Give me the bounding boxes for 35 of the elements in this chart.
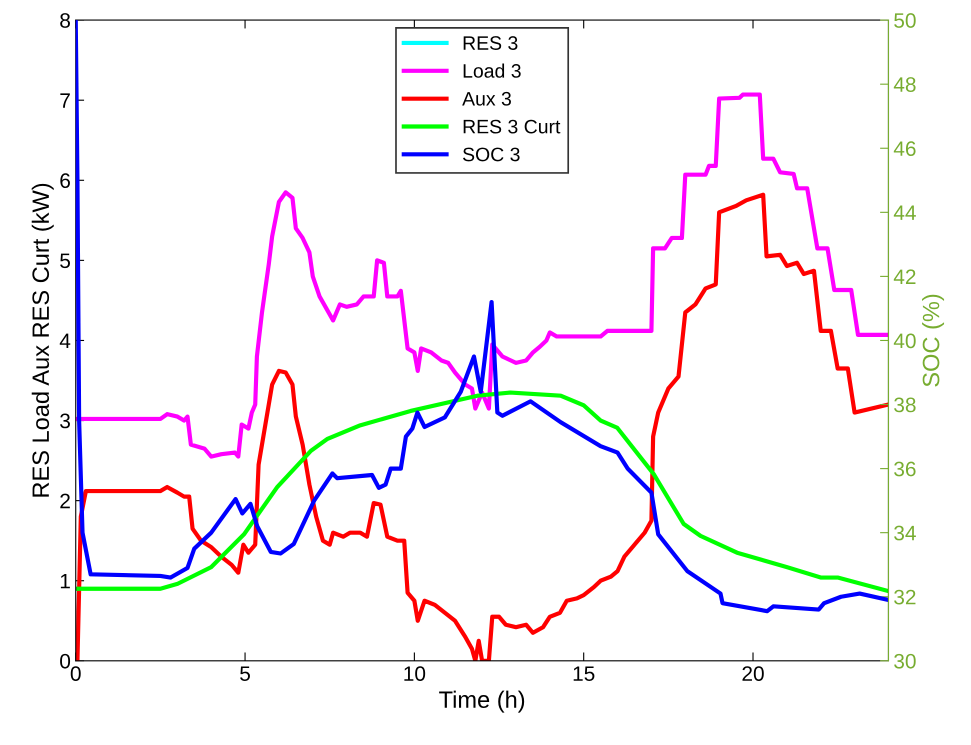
y-tick-label: 3 — [60, 414, 70, 428]
x-tick-label: 10 — [404, 666, 426, 681]
y2-tick-label: 44 — [894, 206, 916, 220]
legend-label: Aux 3 — [462, 92, 511, 106]
x-tick-label: 15 — [574, 666, 594, 681]
y-tick-label: 2 — [60, 494, 70, 508]
y2-tick-label: 48 — [894, 77, 916, 92]
legend-label: RES 3 — [464, 36, 518, 50]
y2-tick-label: 34 — [894, 526, 916, 540]
x-tick-label: 5 — [240, 666, 250, 681]
y-tick-label: 0 — [60, 654, 70, 669]
line-series — [76, 92, 888, 459]
y-tick-label: 6 — [60, 173, 70, 188]
y-tick-label: 4 — [60, 334, 70, 348]
legend-label: SOC 3 — [462, 148, 520, 162]
y2-tick-label: 46 — [894, 141, 916, 156]
legend-label: Load 3 — [464, 64, 521, 78]
line-series — [76, 390, 888, 594]
y2-tick-label: 50 — [894, 13, 916, 28]
y2-tick-label: 40 — [894, 333, 916, 348]
y2-axis-title: SOC (%) — [922, 294, 944, 387]
y2-tick-label: 42 — [894, 269, 916, 284]
y-tick-label: 7 — [60, 93, 70, 108]
y-tick-label: 5 — [60, 254, 70, 268]
y2-tick-label: 30 — [894, 654, 916, 669]
y-tick-label: 8 — [60, 13, 70, 28]
y2-tick-label: 36 — [894, 462, 916, 476]
y2-tick-label: 38 — [894, 398, 916, 412]
y-tick-label: 1 — [60, 574, 70, 588]
x-axis-title: Time (h) — [439, 690, 524, 713]
y2-tick-label: 32 — [894, 590, 916, 604]
x-tick-label: 0 — [70, 666, 81, 681]
y-axis-title: RES Load Aux RES Curt (kW) — [32, 184, 54, 497]
legend-label: RES 3 Curt — [464, 120, 560, 134]
x-tick-label: 20 — [742, 666, 764, 681]
